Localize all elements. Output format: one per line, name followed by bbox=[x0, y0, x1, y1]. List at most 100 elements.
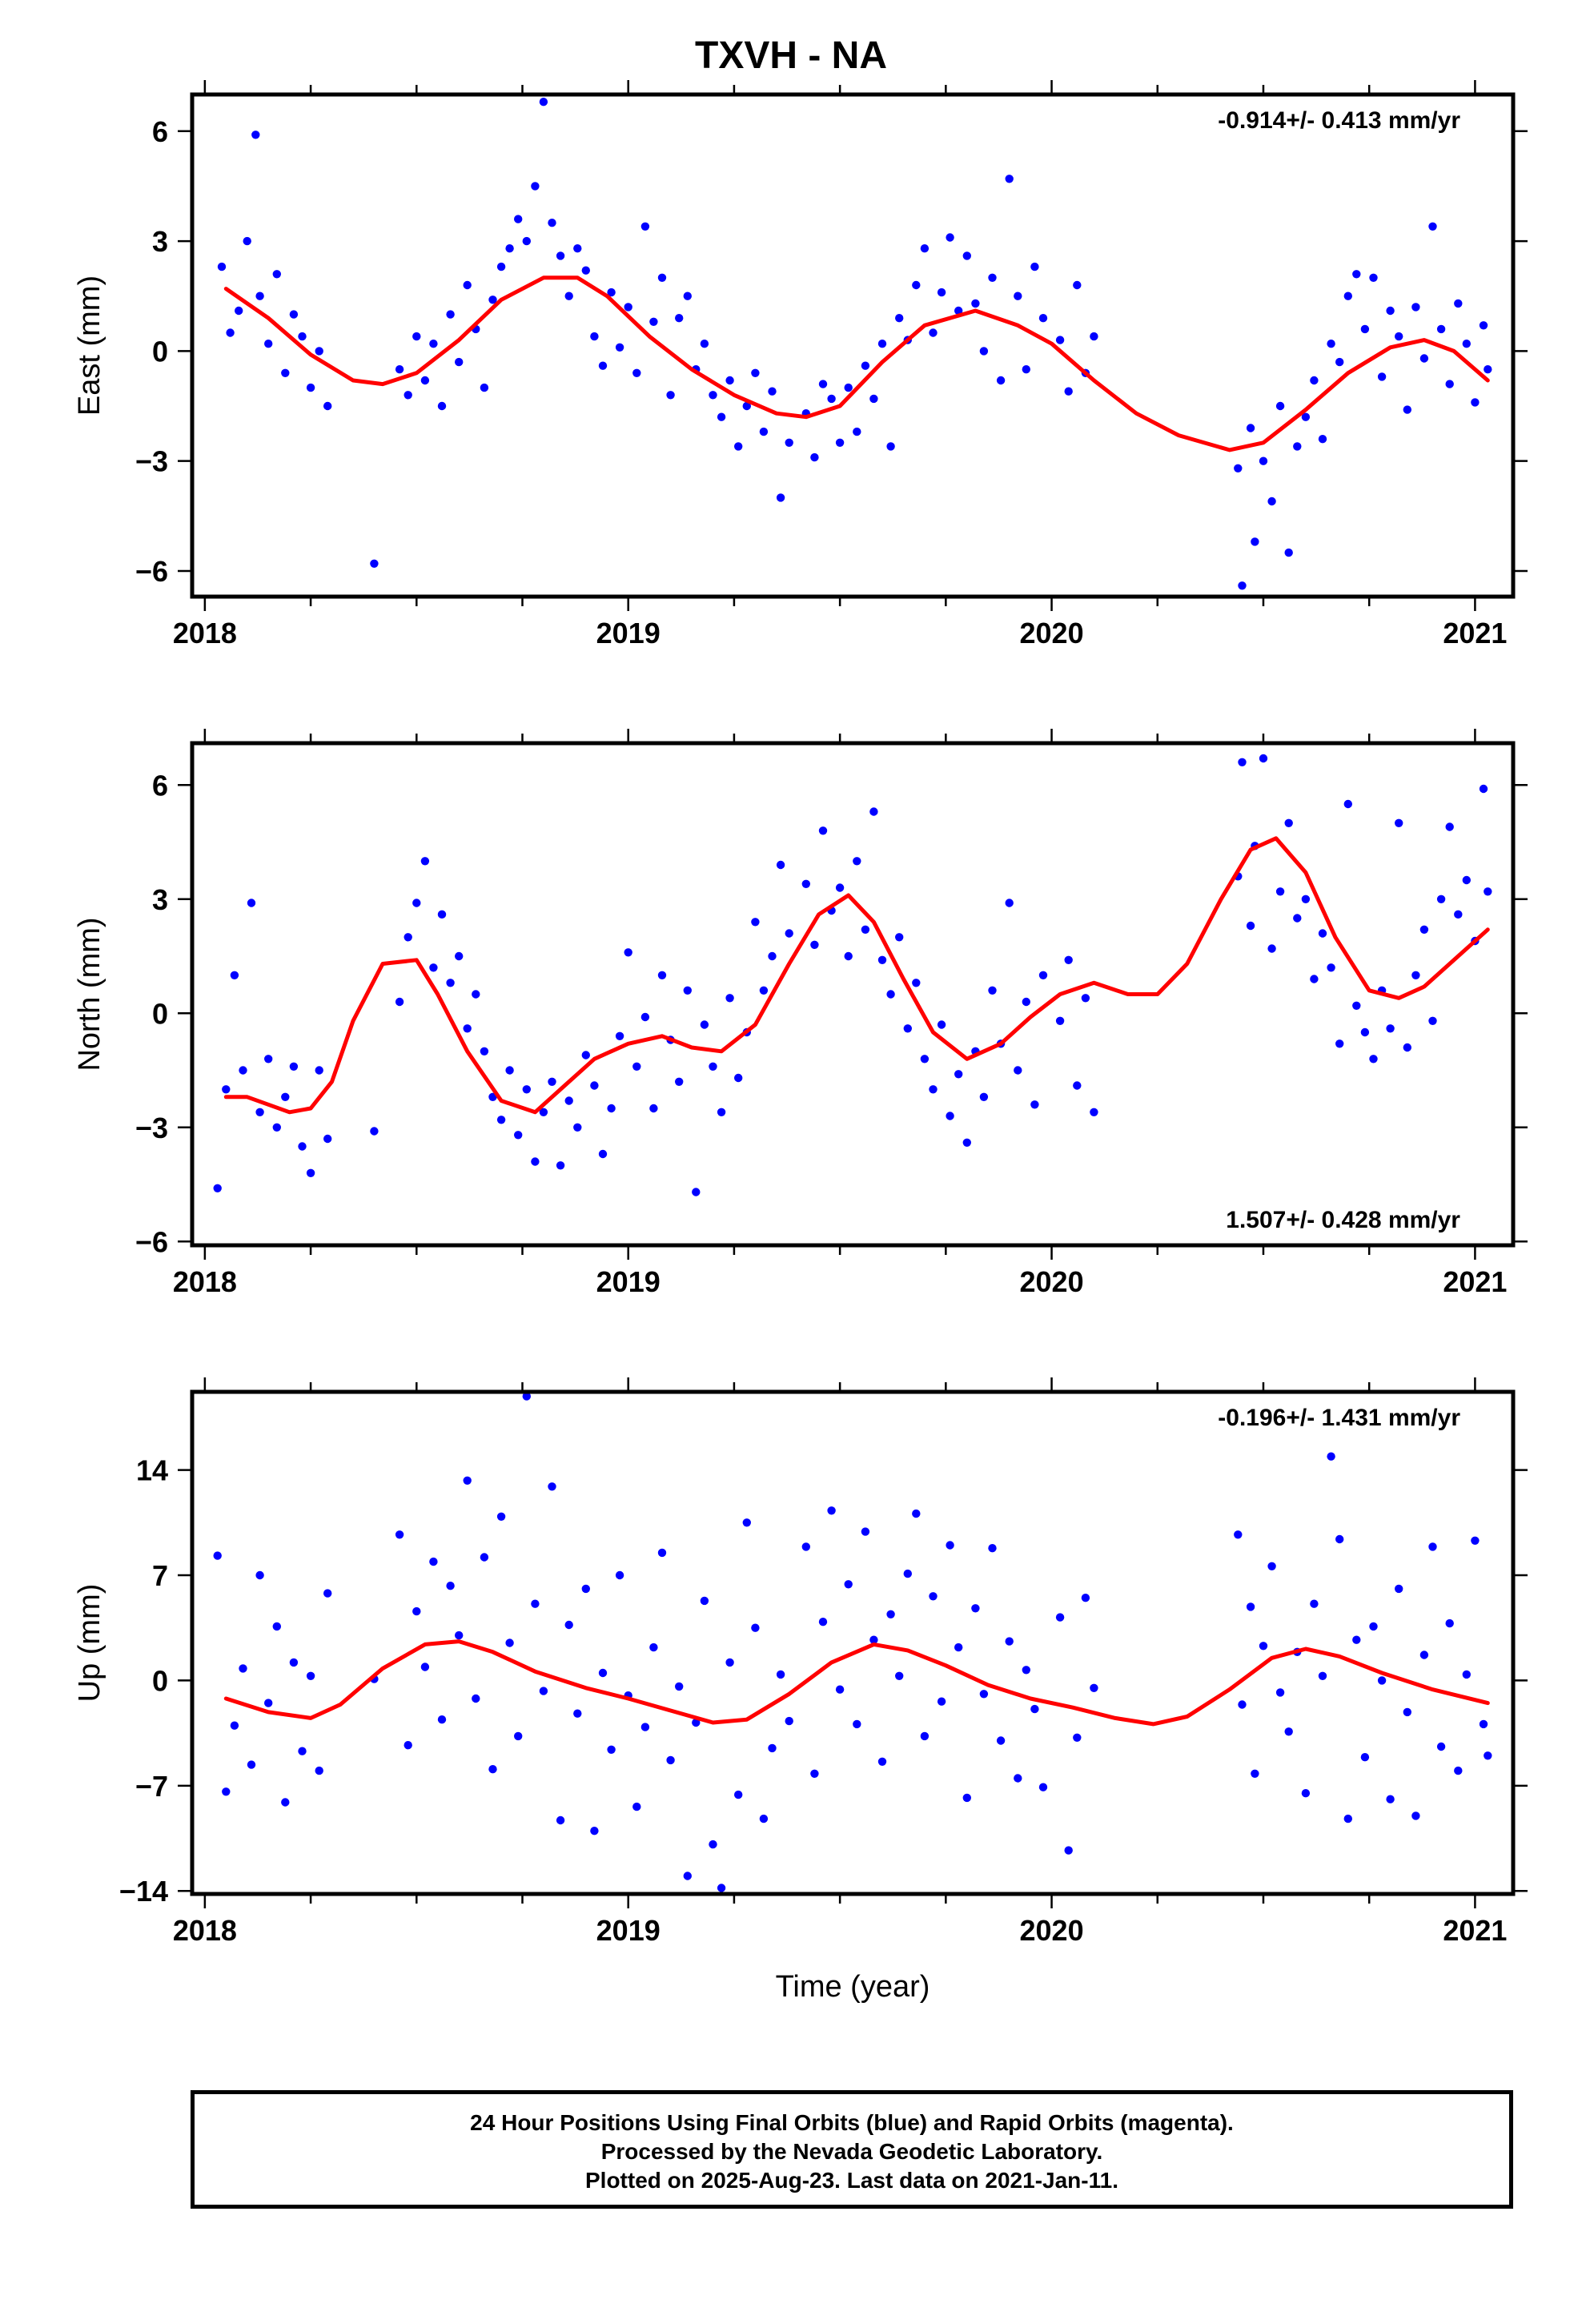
panel-2-data-point bbox=[1022, 997, 1031, 1007]
panel-1-x-tick-label: 2020 bbox=[1020, 617, 1084, 649]
panel-1-data-point bbox=[1246, 424, 1255, 432]
panel-2-data-point bbox=[1310, 975, 1319, 983]
panel-2-data-point bbox=[1267, 944, 1276, 953]
panel-3-data-point bbox=[522, 1392, 531, 1401]
panel-2-data-point bbox=[573, 1123, 582, 1132]
panel-1-data-point bbox=[289, 310, 299, 319]
panel-2-data-point bbox=[1284, 818, 1293, 827]
panel-1-data-point bbox=[1259, 456, 1268, 465]
panel-1-data-point bbox=[675, 314, 684, 323]
panel-3-y-tick-label: 7 bbox=[152, 1559, 168, 1592]
panel-3-x-tick-label: 2020 bbox=[1020, 1914, 1084, 1947]
panel-1-data-point bbox=[607, 287, 616, 297]
panel-2-data-point bbox=[632, 1062, 641, 1072]
panel-3-data-point bbox=[556, 1815, 565, 1825]
panel-2-data-point bbox=[1081, 994, 1090, 1003]
panel-3-data-point bbox=[1335, 1534, 1344, 1544]
panel-2-data-point bbox=[1073, 1081, 1082, 1090]
panel-3-data-point bbox=[1090, 1683, 1098, 1692]
panel-1-data-point bbox=[298, 332, 307, 341]
panel-3-y-tick-label: −7 bbox=[135, 1770, 168, 1803]
panel-3-data-point bbox=[1238, 1700, 1247, 1709]
panel-2-data-point bbox=[607, 1104, 616, 1113]
panel-3-data-point bbox=[759, 1814, 769, 1823]
panel-2-data-point bbox=[1293, 914, 1302, 923]
panel-1-data-point bbox=[1343, 292, 1353, 300]
panel-1-data-point bbox=[243, 236, 251, 246]
panel-1-data-point bbox=[1238, 581, 1247, 590]
panel-1-y-tick-label: −3 bbox=[135, 445, 168, 478]
panel-1-data-point bbox=[751, 368, 760, 377]
panel-2-data-point bbox=[496, 1116, 506, 1124]
panel-1-data-point bbox=[1022, 365, 1031, 374]
panel-1-data-point bbox=[1471, 398, 1480, 407]
panel-1-data-point bbox=[590, 332, 599, 341]
panel-1-data-point bbox=[1386, 306, 1395, 316]
panel-2-frame bbox=[190, 741, 1516, 1248]
panel-2-data-point bbox=[1428, 1016, 1437, 1026]
panel-1-data-point bbox=[1454, 299, 1463, 308]
panel-3-data-point bbox=[437, 1715, 447, 1724]
panel-2-y-tick-label: −3 bbox=[135, 1112, 168, 1144]
panel-2-data-point bbox=[624, 948, 632, 957]
panel-3-data-point bbox=[222, 1787, 231, 1796]
panel-3-data-point bbox=[632, 1802, 641, 1811]
panel-3-data-point bbox=[903, 1569, 913, 1578]
panel-1-data-point bbox=[1352, 270, 1361, 279]
panel-2-data-point bbox=[929, 1085, 938, 1094]
panel-3-data-point bbox=[1395, 1584, 1403, 1594]
panel-1-data-point bbox=[666, 391, 675, 400]
panel-3-x-tick-label: 2019 bbox=[596, 1914, 661, 1947]
panel-3-y-axis-label: Up (mm) bbox=[73, 1584, 106, 1703]
panel-2-data-point bbox=[1386, 1024, 1395, 1033]
panel-1-data-point bbox=[886, 442, 895, 451]
panel-1-rate-label: -0.914+/- 0.413 mm/yr bbox=[1218, 107, 1460, 134]
panel-3-data-point bbox=[818, 1618, 828, 1626]
panel-3-data-point bbox=[768, 1743, 777, 1753]
panel-1-data-point bbox=[1005, 175, 1014, 183]
panel-2-data-point bbox=[281, 1092, 290, 1102]
panel-3-data-point bbox=[446, 1582, 455, 1590]
panel-2-data-point bbox=[1005, 899, 1014, 907]
panel-3-data-point bbox=[323, 1589, 332, 1598]
panel-3-data-point bbox=[988, 1544, 997, 1553]
panel-1-data-point bbox=[1284, 548, 1293, 557]
panel-3-data-point bbox=[666, 1755, 675, 1765]
panel-3-data-point bbox=[1479, 1719, 1488, 1729]
panel-3-data-point bbox=[213, 1551, 222, 1560]
panel-2-data-point bbox=[598, 1149, 608, 1159]
panel-3-data-point bbox=[971, 1604, 980, 1613]
panel-3-data-point bbox=[1462, 1670, 1472, 1679]
panel-2-data-point bbox=[886, 990, 895, 999]
panel-2-data-point bbox=[1343, 799, 1353, 809]
panel-3-data-point bbox=[692, 1718, 701, 1727]
panel-3-data-point bbox=[1275, 1688, 1285, 1697]
panel-1-data-point bbox=[420, 376, 430, 385]
panel-2-data-point bbox=[298, 1142, 307, 1151]
panel-1-data-point bbox=[581, 266, 590, 275]
panel-3-data-point bbox=[281, 1798, 290, 1807]
panel-2-data-point bbox=[692, 1188, 701, 1196]
panel-1-data-point bbox=[1293, 442, 1302, 451]
panel-3-data-point bbox=[1327, 1452, 1335, 1461]
panel-1-data-point bbox=[1064, 387, 1073, 396]
panel-1-data-point bbox=[1369, 273, 1378, 282]
panel-2-data-point bbox=[463, 1024, 472, 1033]
panel-1-y-axis-label: East (mm) bbox=[73, 275, 106, 416]
panel-1-y-tick-label: 6 bbox=[152, 115, 168, 148]
panel-1-data-point bbox=[522, 236, 531, 246]
panel-2-data-point bbox=[725, 994, 734, 1003]
panel-1-data-point bbox=[920, 244, 930, 253]
panel-1-frame bbox=[190, 92, 1516, 599]
panel-1-data-point bbox=[573, 244, 582, 253]
panel-3-data-point bbox=[649, 1642, 658, 1652]
panel-3-fit-line bbox=[223, 1639, 1490, 1727]
panel-1-data-point bbox=[1436, 324, 1446, 334]
panel-3-data-point bbox=[581, 1584, 590, 1594]
panel-1-data-point bbox=[979, 347, 989, 356]
panel-2-data-point bbox=[1055, 1016, 1065, 1026]
panel-3-data-point bbox=[264, 1699, 273, 1707]
panel-3-data-point bbox=[1411, 1811, 1420, 1820]
panel-3-data-point bbox=[1251, 1769, 1259, 1778]
panel-3-data-point bbox=[615, 1570, 624, 1580]
